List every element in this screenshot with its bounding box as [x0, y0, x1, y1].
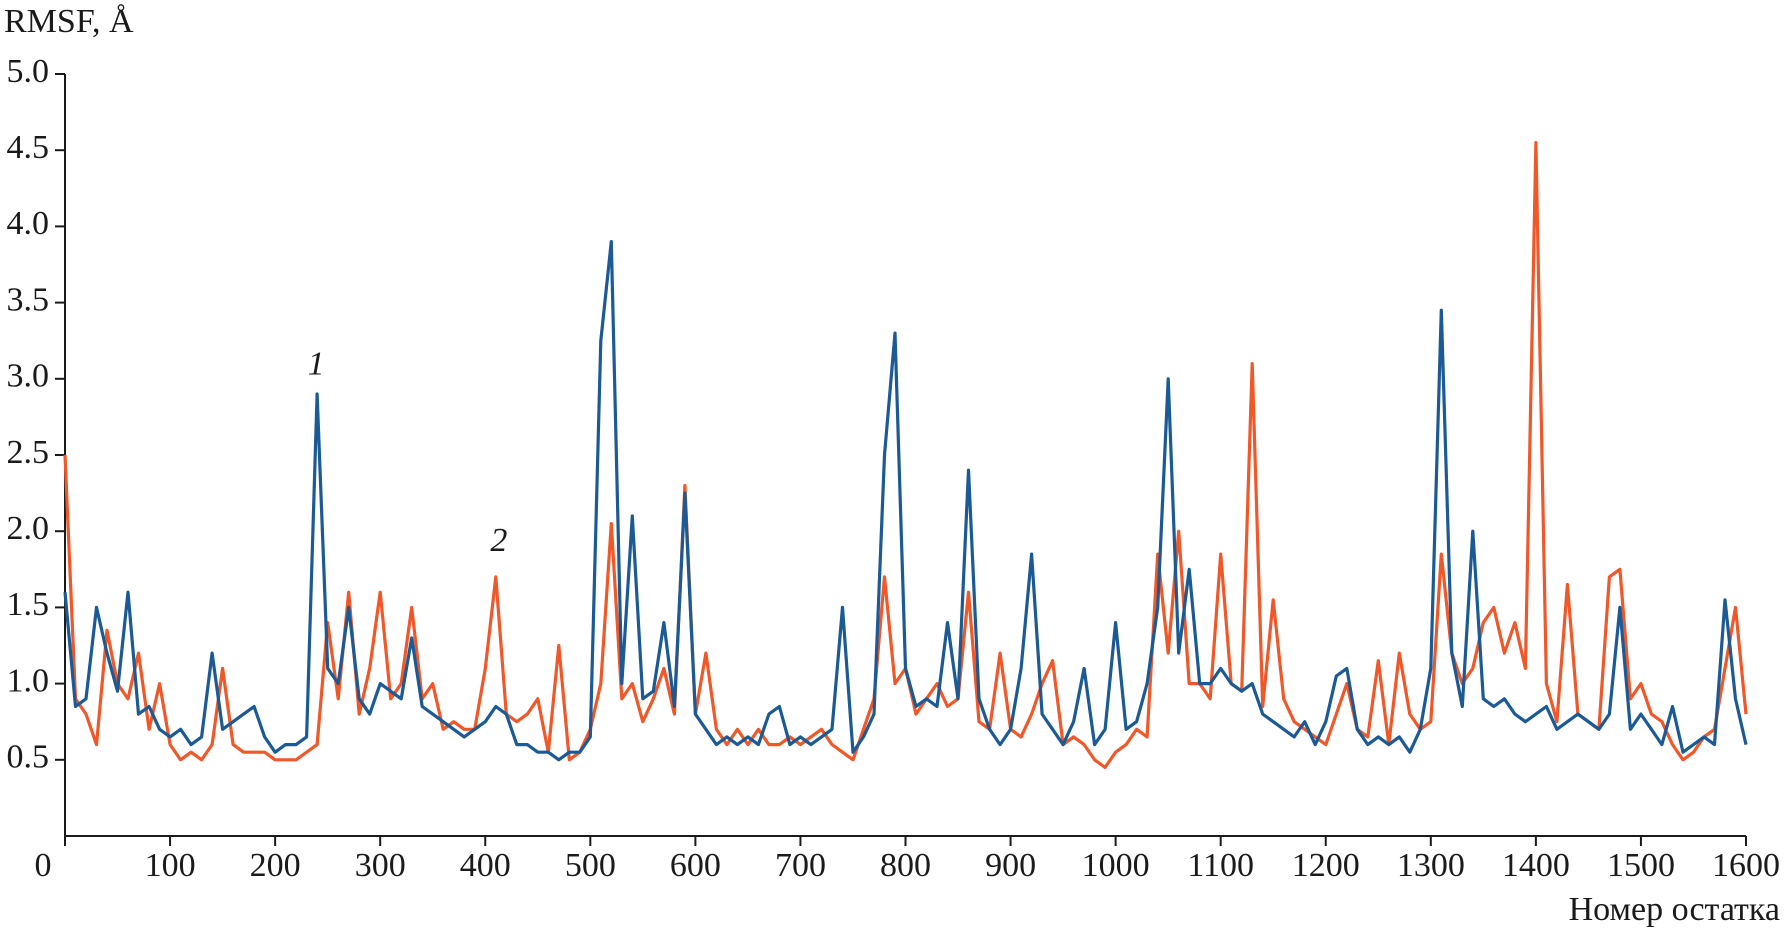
x-tick-label: 500 [565, 847, 616, 884]
y-tick-label: 3.0 [7, 358, 50, 395]
x-tick-label: 200 [250, 847, 301, 884]
x-tick-label: 100 [145, 847, 196, 884]
y-tick-label: 1.0 [7, 662, 50, 699]
x-tick-label: 1400 [1502, 847, 1570, 884]
y-tick-label: 2.0 [7, 510, 50, 547]
y-tick-label: 0.5 [7, 739, 50, 776]
x-tick-label: 800 [880, 847, 931, 884]
y-tick-label: 1.5 [7, 586, 50, 623]
y-tick-label: 3.5 [7, 281, 50, 318]
x-tick-label: 1100 [1187, 847, 1254, 884]
x-tick-label: 1200 [1292, 847, 1360, 884]
annotation: 1 [308, 345, 325, 382]
x-tick-label: 900 [985, 847, 1036, 884]
y-axis-label: RMSF, Å [4, 3, 134, 40]
x-axis-label: Номер остатка [1569, 891, 1780, 928]
y-tick-label: 4.0 [7, 205, 50, 242]
x-tick-label: 0 [35, 847, 52, 884]
x-tick-label: 1300 [1397, 847, 1465, 884]
series-line [63, 240, 1748, 762]
y-tick-label: 5.0 [7, 53, 50, 90]
x-tick-label: 1600 [1712, 847, 1780, 884]
x-tick-label: 400 [460, 847, 511, 884]
x-tick-label: 700 [775, 847, 826, 884]
x-tick-label: 1000 [1082, 847, 1150, 884]
annotation: 2 [490, 522, 507, 559]
x-tick-label: 600 [670, 847, 721, 884]
x-tick-label: 300 [355, 847, 406, 884]
y-tick-label: 2.5 [7, 434, 50, 471]
x-tick-label: 1500 [1607, 847, 1675, 884]
y-tick-label: 4.5 [7, 129, 50, 166]
